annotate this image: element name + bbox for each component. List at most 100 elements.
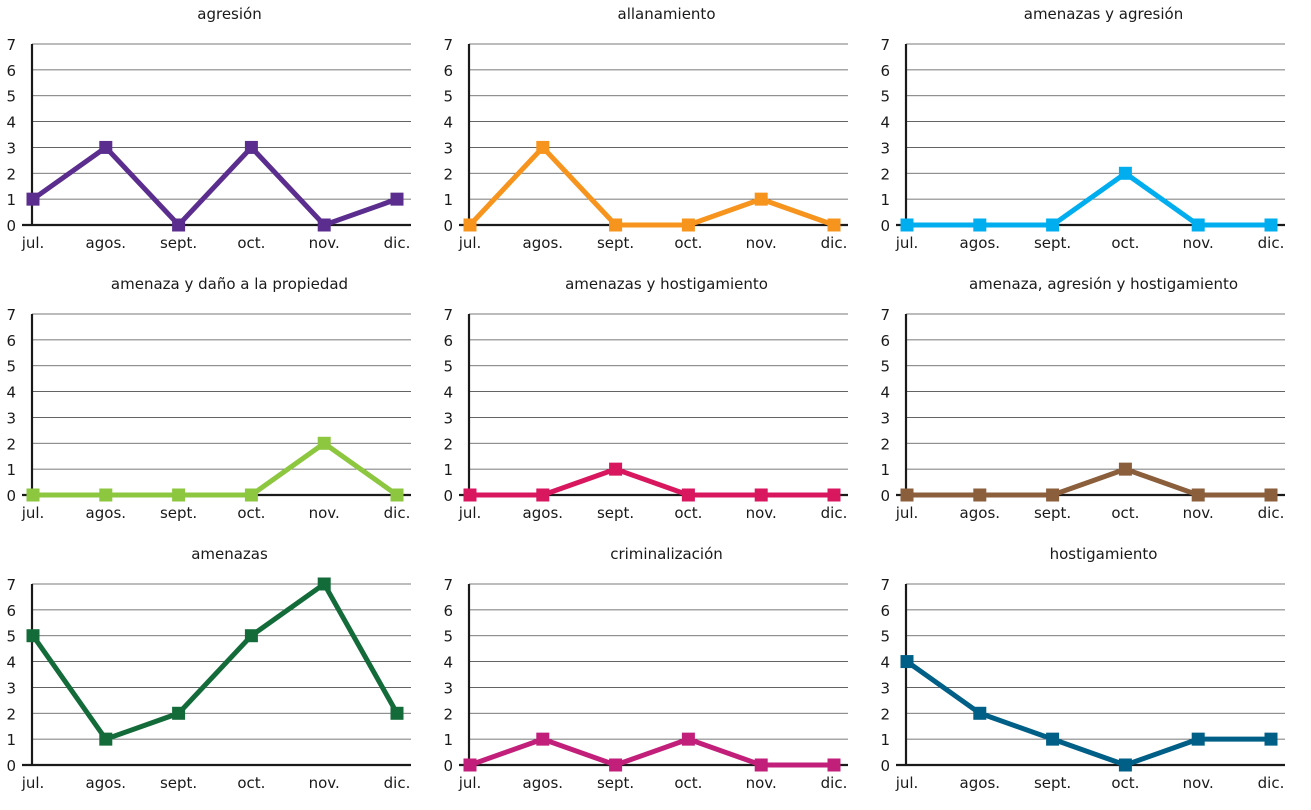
y-tick-label: 0	[6, 217, 16, 235]
data-point-marker	[463, 758, 477, 772]
chart-panel: amenazas y agresión 0 1 2 3 4 5 6 7 jul. agos. sept…	[874, 0, 1311, 270]
data-point-marker	[317, 436, 331, 450]
data-point-marker	[244, 488, 258, 502]
data-point-marker	[536, 488, 550, 502]
x-tick-label: agos.	[523, 504, 563, 522]
x-tick-label: agos.	[960, 774, 1000, 792]
data-point-marker	[973, 488, 987, 502]
x-tick-label: oct.	[237, 234, 265, 252]
data-point-marker	[1264, 218, 1278, 232]
y-tick-label: 1	[6, 191, 16, 209]
series-line	[468, 143, 835, 228]
data-point-marker	[99, 732, 113, 746]
x-tick-label: agos.	[960, 234, 1000, 252]
x-tick-label: oct.	[1111, 504, 1139, 522]
x-tick-label: jul.	[895, 774, 919, 792]
y-tick-label: 5	[880, 628, 890, 646]
x-tick-label: oct.	[674, 774, 702, 792]
x-tick-label: dic.	[821, 774, 848, 792]
x-tick-label: agos.	[86, 774, 126, 792]
chart-panel: amenaza y daño a la propiedad 0 1 2 3 4 5 6 7 jul…	[0, 270, 437, 540]
data-point-marker	[1046, 218, 1060, 232]
x-tick-label: sept.	[160, 774, 197, 792]
x-tick-label: jul.	[21, 234, 45, 252]
y-tick-label: 7	[443, 576, 453, 594]
x-tick-label: jul.	[458, 504, 482, 522]
y-tick-label: 2	[880, 435, 890, 453]
x-tick-label: jul.	[895, 504, 919, 522]
data-point-marker	[244, 140, 258, 154]
data-point-marker	[1118, 758, 1132, 772]
y-tick-label: 2	[443, 435, 453, 453]
data-point-marker	[681, 218, 695, 232]
y-tick-label: 6	[443, 62, 453, 80]
y-tick-label: 3	[880, 139, 890, 157]
x-tick-label: jul.	[458, 774, 482, 792]
data-point-marker	[609, 758, 623, 772]
y-tick-label: 6	[6, 602, 16, 620]
series-line	[469, 736, 834, 768]
chart-panel: hostigamiento 0 1 2 3 4 5 6 7 jul. agos. sept. oct. n…	[874, 540, 1311, 810]
y-tick-label: 7	[6, 306, 16, 324]
y-tick-label: 5	[6, 628, 16, 646]
y-tick-label: 1	[880, 461, 890, 479]
x-tick-label: sept.	[597, 774, 634, 792]
data-point-marker	[681, 488, 695, 502]
line-chart: amenaza, agresión y hostigamiento 0 1 2 3 4 5 6…	[880, 275, 1285, 522]
x-tick-label: nov.	[1183, 504, 1214, 522]
x-tick-label: agos.	[86, 234, 126, 252]
y-tick-label: 4	[6, 384, 16, 402]
x-tick-label: nov.	[309, 234, 340, 252]
chart-title: hostigamiento	[1050, 545, 1158, 563]
series-line	[907, 466, 1271, 498]
y-tick-label: 6	[6, 62, 16, 80]
data-point-marker	[463, 218, 477, 232]
chart-panel: criminalización 0 1 2 3 4 5 6 7 jul. agos. sept. oct…	[437, 540, 874, 810]
y-tick-label: 4	[443, 114, 453, 132]
y-tick-label: 2	[880, 705, 890, 723]
chart-title: criminalización	[610, 545, 723, 563]
data-point-marker	[536, 140, 550, 154]
x-tick-label: jul.	[458, 234, 482, 252]
data-point-marker	[1191, 732, 1205, 746]
data-point-marker	[317, 218, 331, 232]
y-tick-label: 5	[880, 358, 890, 376]
data-point-marker	[1118, 166, 1132, 180]
data-point-marker	[973, 218, 987, 232]
data-point-marker	[390, 192, 404, 206]
x-tick-label: sept.	[1034, 234, 1071, 252]
y-tick-label: 2	[443, 705, 453, 723]
line-chart: hostigamiento 0 1 2 3 4 5 6 7 jul. agos. sept. oct. n…	[880, 545, 1285, 792]
x-tick-label: dic.	[821, 504, 848, 522]
y-tick-label: 0	[880, 757, 890, 775]
y-tick-label: 4	[880, 384, 890, 402]
y-tick-label: 1	[880, 191, 890, 209]
x-tick-label: agos.	[86, 504, 126, 522]
chart-title: amenazas y hostigamiento	[565, 275, 768, 293]
data-point-marker	[754, 192, 768, 206]
y-tick-label: 5	[443, 628, 453, 646]
y-tick-label: 0	[6, 757, 16, 775]
y-tick-label: 3	[6, 679, 16, 697]
x-tick-label: jul.	[21, 504, 45, 522]
y-tick-label: 4	[880, 114, 890, 132]
x-tick-label: nov.	[309, 774, 340, 792]
y-tick-label: 0	[443, 487, 453, 505]
data-point-marker	[1264, 488, 1278, 502]
data-point-marker	[827, 218, 841, 232]
y-tick-label: 3	[6, 139, 16, 157]
y-tick-label: 6	[443, 332, 453, 350]
series-line	[470, 466, 834, 498]
y-tick-label: 0	[443, 217, 453, 235]
chart-title: agresión	[197, 5, 261, 23]
line-chart: amenazas y agresión 0 1 2 3 4 5 6 7 jul. agos. sept…	[880, 5, 1285, 252]
data-point-marker	[754, 758, 768, 772]
y-tick-label: 1	[880, 731, 890, 749]
data-point-marker	[827, 488, 841, 502]
chart-title: amenaza y daño a la propiedad	[111, 275, 348, 293]
data-point-marker	[172, 706, 186, 720]
y-tick-label: 0	[880, 487, 890, 505]
chart-title: amenazas	[191, 545, 268, 563]
y-tick-label: 7	[443, 36, 453, 54]
y-tick-label: 3	[443, 139, 453, 157]
